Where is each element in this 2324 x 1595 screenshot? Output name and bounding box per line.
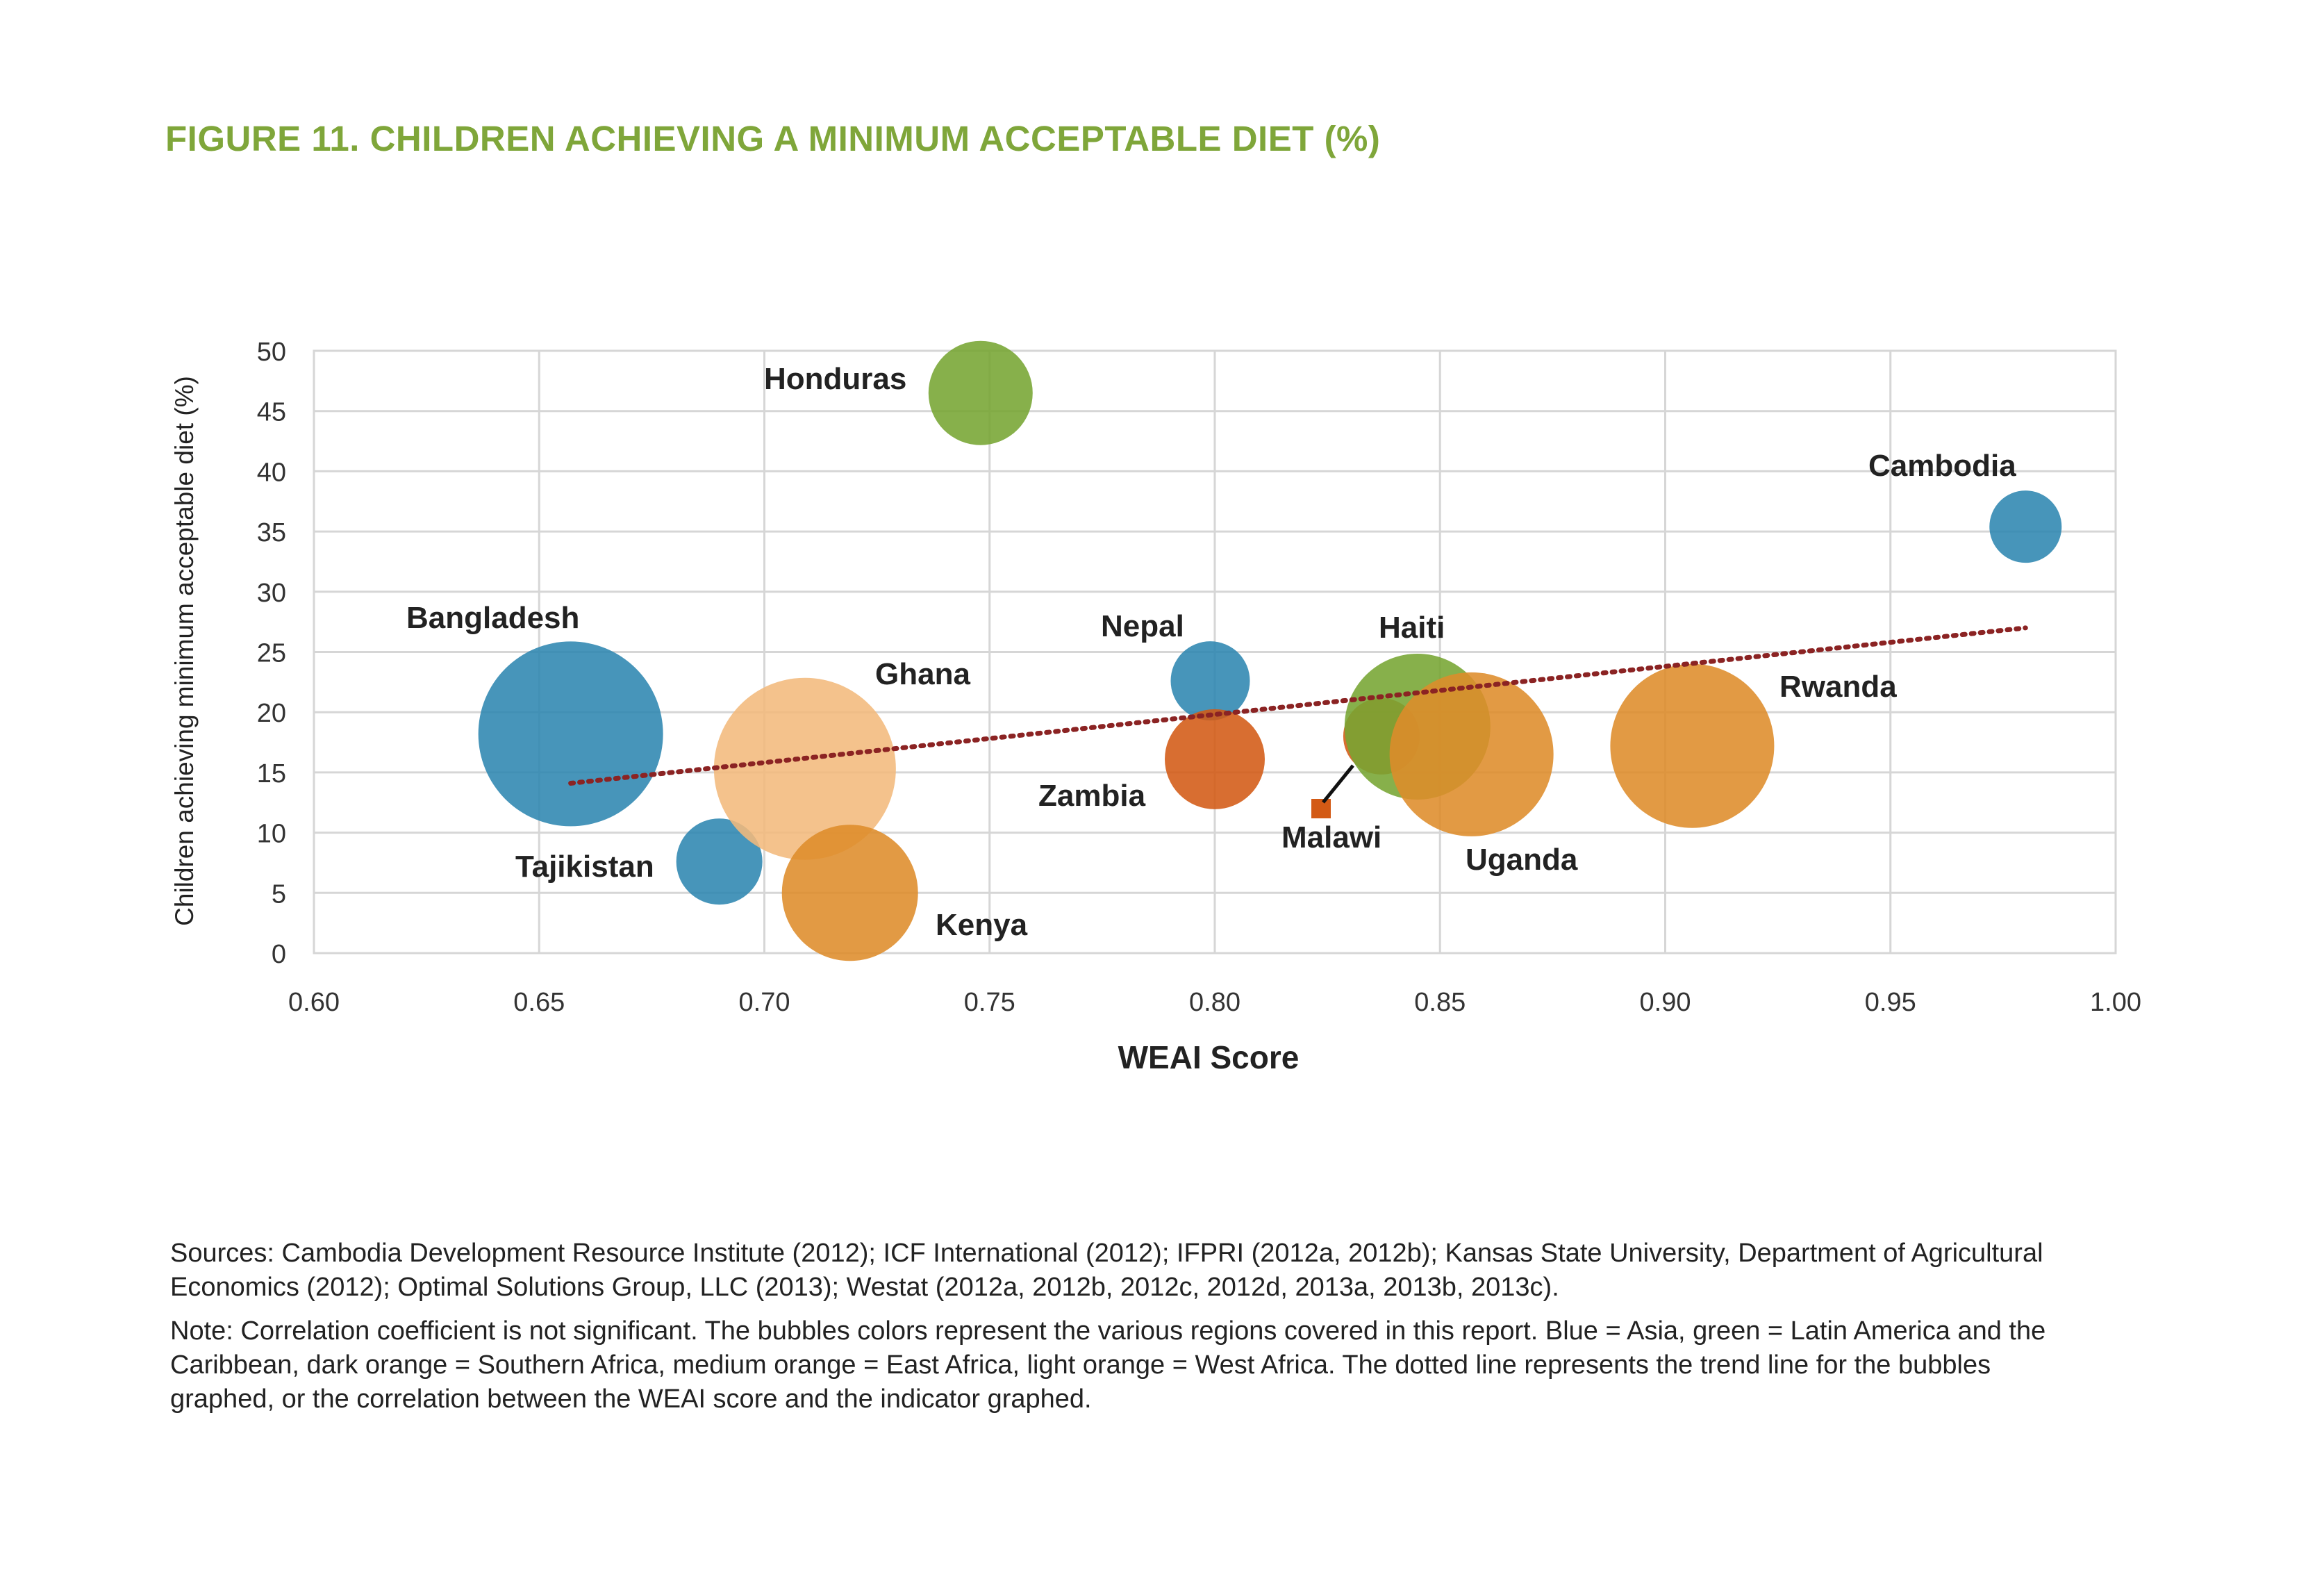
bubble-nepal (1170, 641, 1250, 721)
x-tick-label: 0.85 (1414, 988, 1466, 1017)
bubble-honduras (928, 340, 1033, 445)
point-labels: Bangladesh Tajikistan Ghana Kenya Honduras Ne… (406, 362, 2016, 942)
bubble-rwanda (1610, 663, 1775, 828)
point-label-zambia: Zambia (1038, 779, 1146, 813)
y-tick-label: 40 (257, 458, 286, 487)
trend-line (568, 625, 2028, 786)
sources-note: Sources: Cambodia Development Resource I… (170, 1239, 2043, 1302)
point-label-nepal: Nepal (1101, 609, 1184, 643)
y-tick-label: 45 (257, 398, 286, 427)
point-label-malawi: Malawi (1281, 820, 1381, 854)
bubble-cambodia (1989, 490, 2062, 563)
y-axis-title: Children achieving minimum acceptable di… (170, 376, 199, 926)
x-tick-label: 0.95 (1865, 988, 1916, 1017)
point-label-kenya: Kenya (936, 908, 1028, 942)
x-tick-label: 0.80 (1189, 988, 1240, 1017)
bubble-ghana (713, 677, 896, 860)
y-tick-label: 5 (272, 879, 286, 909)
bubbles (478, 340, 2062, 961)
bubble-tajikistan (676, 818, 763, 905)
grid (313, 349, 2117, 954)
y-tick-label: 30 (257, 579, 286, 608)
plot-border (313, 349, 2117, 954)
point-label-tajikistan: Tajikistan (515, 850, 654, 884)
bubble-kenya (781, 825, 918, 961)
x-tick-label: 0.65 (513, 988, 565, 1017)
x-tick-label: 0.75 (964, 988, 1015, 1017)
point-label-ghana: Ghana (875, 657, 970, 691)
y-tick-label: 20 (257, 699, 286, 728)
tick-labels: 0 5 10 15 20 25 30 35 40 45 50 0.60 0.65 0.70 0.75 0.80… (257, 338, 2141, 1017)
y-tick-label: 25 (257, 639, 286, 668)
point-label-bangladesh: Bangladesh (406, 601, 579, 635)
notes: Sources: Cambodia Development Resource I… (170, 1237, 2101, 1426)
figure-title: FIGURE 11. CHILDREN ACHIEVING A MINIMUM … (165, 119, 1381, 158)
point-label-uganda: Uganda (1466, 843, 1578, 877)
x-axis-title: WEAI Score (1118, 1039, 1300, 1075)
y-tick-label: 0 (272, 940, 286, 969)
malawi-marker (1311, 799, 1331, 818)
bubble-bangladesh (478, 641, 663, 827)
bubble-uganda (1389, 672, 1554, 836)
x-tick-label: 0.60 (288, 988, 340, 1017)
malawi-leader-line (1322, 764, 1354, 804)
point-label-cambodia: Cambodia (1868, 449, 2016, 483)
trend-line-path (568, 625, 2028, 786)
point-label-rwanda: Rwanda (1779, 670, 1897, 704)
y-tick-label: 10 (257, 820, 286, 849)
y-tick-label: 35 (257, 518, 286, 547)
x-tick-label: 0.70 (739, 988, 790, 1017)
x-tick-label: 0.90 (1640, 988, 1691, 1017)
bubble-zambia (1165, 709, 1265, 809)
point-label-haiti: Haiti (1379, 611, 1445, 645)
y-tick-label: 50 (257, 338, 286, 367)
correlation-note: Note: Correlation coefficient is not sig… (170, 1316, 2046, 1414)
x-tick-label: 1.00 (2090, 988, 2141, 1017)
point-label-honduras: Honduras (764, 362, 906, 396)
y-tick-label: 15 (257, 759, 286, 788)
